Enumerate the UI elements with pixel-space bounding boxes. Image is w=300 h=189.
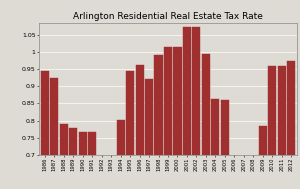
Bar [278, 66, 286, 189]
Bar [221, 100, 229, 189]
Bar [60, 124, 68, 189]
Bar [107, 168, 115, 189]
Bar [173, 47, 181, 189]
Bar [69, 128, 77, 189]
Bar [145, 79, 153, 189]
Bar [287, 61, 295, 189]
Title: Arlington Residential Real Estate Tax Rate: Arlington Residential Real Estate Tax Ra… [73, 12, 263, 21]
Bar [202, 54, 210, 189]
Bar [183, 27, 191, 189]
Bar [79, 132, 87, 189]
Bar [98, 182, 106, 189]
Bar [230, 181, 238, 189]
Bar [240, 181, 248, 189]
Bar [259, 126, 267, 189]
Bar [268, 66, 276, 189]
Bar [164, 47, 172, 189]
Bar [249, 171, 257, 189]
Bar [192, 27, 200, 189]
Bar [116, 120, 124, 189]
Bar [88, 132, 96, 189]
Bar [41, 71, 49, 189]
Bar [126, 71, 134, 189]
Bar [212, 99, 220, 189]
Bar [136, 65, 144, 189]
Bar [50, 78, 58, 189]
Bar [154, 55, 163, 189]
